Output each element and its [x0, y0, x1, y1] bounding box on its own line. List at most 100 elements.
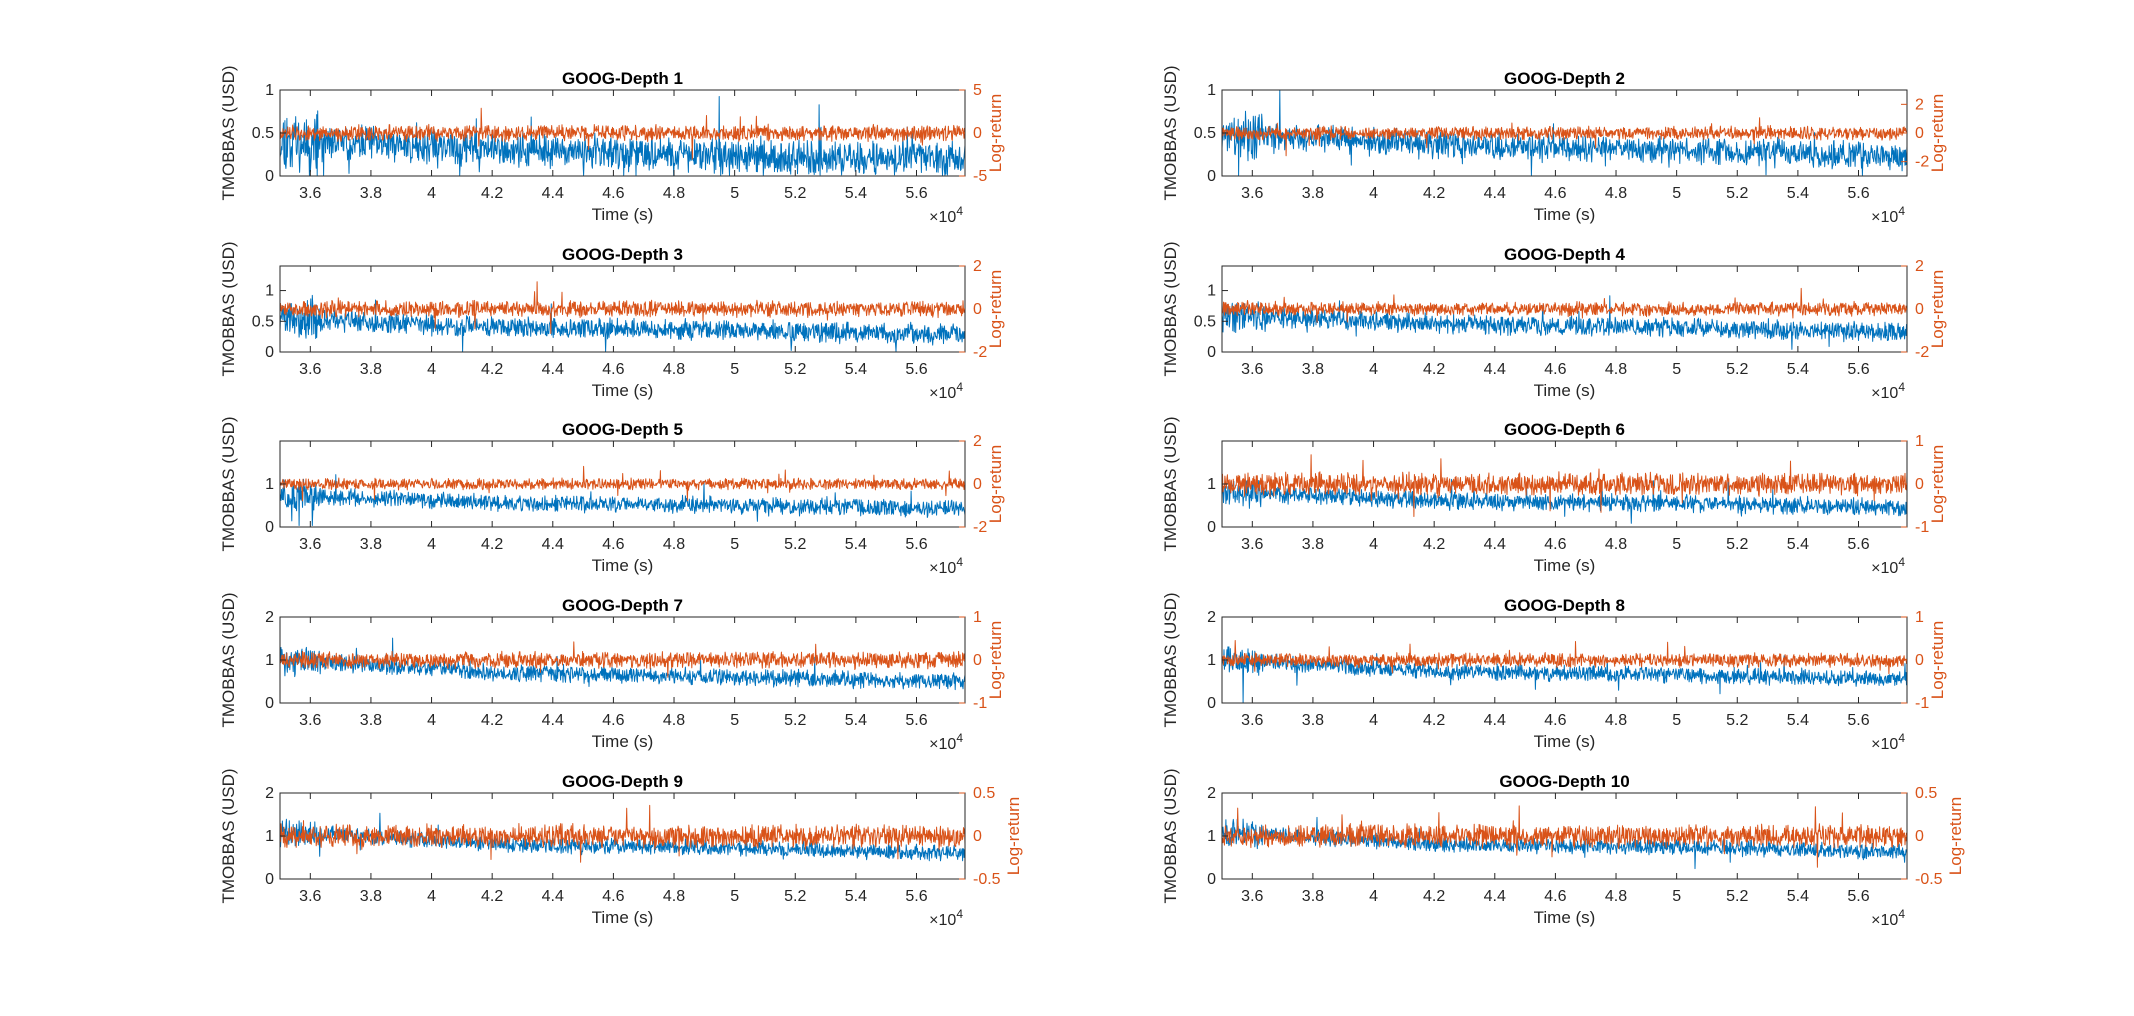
- x-tick-label: 3.8: [1302, 361, 1324, 378]
- x-tick-label: 5.4: [845, 712, 867, 729]
- x-axis-label: Time (s): [592, 205, 654, 224]
- y-right-tick-label: -2: [1915, 344, 1929, 361]
- y-right-tick-label: 0: [1915, 652, 1924, 669]
- x-tick-label: 4.2: [1423, 185, 1445, 202]
- x-tick-label: 4.4: [542, 712, 564, 729]
- y-right-tick-label: 0: [973, 828, 982, 845]
- x-axis-label: Time (s): [1534, 205, 1596, 224]
- y-right-tick-label: 2: [973, 433, 982, 450]
- x-tick-label: 5.6: [1847, 361, 1869, 378]
- x-tick-label: 4: [427, 361, 436, 378]
- y-left-tick-label: 0: [1207, 344, 1216, 361]
- x-tick-label: 4.8: [663, 712, 685, 729]
- x-tick-label: 5: [1672, 536, 1681, 553]
- y-left-tick-label: 1: [1207, 476, 1216, 493]
- x-tick-label: 4.6: [1544, 361, 1566, 378]
- x-tick-label: 4.8: [1605, 536, 1627, 553]
- x-tick-label: 4.8: [663, 888, 685, 905]
- x-tick-label: 4.2: [481, 185, 503, 202]
- y-left-tick-label: 2: [1207, 785, 1216, 802]
- x-tick-label: 5.4: [845, 536, 867, 553]
- subplot-9: 3.6 3.8 4 4.2 4.4 4.6 4.8 5 5.2 5.4 5.6 0 1 2 -0.5 0 0.5…: [219, 768, 1023, 929]
- x-tick-label: 5.2: [1726, 185, 1748, 202]
- subplot-title: GOOG-Depth 10: [1499, 772, 1629, 791]
- x-tick-label: 3.6: [299, 888, 321, 905]
- y-left-tick-label: 1: [1207, 652, 1216, 669]
- x-tick-label: 3.6: [299, 536, 321, 553]
- y-right-axis-label: Log-return: [1928, 270, 1947, 348]
- subplot-5: 3.6 3.8 4 4.2 4.4 4.6 4.8 5 5.2 5.4 5.6 0 1 -2 0 2 GOOG-…: [219, 416, 1005, 577]
- x-tick-label: 5: [730, 361, 739, 378]
- x-tick-label: 3.8: [1302, 712, 1324, 729]
- subplot-title: GOOG-Depth 4: [1504, 245, 1625, 264]
- log-return-series-line: [280, 281, 965, 334]
- x-exponent-label: ×104: [929, 555, 963, 577]
- x-tick-label: 5.6: [905, 712, 927, 729]
- x-tick-label: 4: [427, 536, 436, 553]
- x-exponent-label: ×104: [929, 380, 963, 402]
- log-return-series-line: [280, 641, 965, 678]
- x-tick-label: 4.6: [602, 536, 624, 553]
- x-axis-label: Time (s): [592, 732, 654, 751]
- x-tick-label: 4.8: [1605, 185, 1627, 202]
- x-tick-label: 5.4: [845, 361, 867, 378]
- x-tick-label: 4.8: [1605, 888, 1627, 905]
- x-tick-label: 5.6: [1847, 712, 1869, 729]
- y-left-tick-label: 2: [1207, 609, 1216, 626]
- y-right-axis-label: Log-return: [1928, 621, 1947, 699]
- x-tick-label: 5.6: [1847, 536, 1869, 553]
- x-tick-label: 4.2: [1423, 888, 1445, 905]
- y-right-tick-label: -2: [973, 344, 987, 361]
- x-tick-label: 4.4: [1484, 536, 1506, 553]
- x-tick-label: 4.8: [1605, 361, 1627, 378]
- x-tick-label: 4.2: [1423, 361, 1445, 378]
- subplot-title: GOOG-Depth 7: [562, 596, 683, 615]
- subplot-4: 3.6 3.8 4 4.2 4.4 4.6 4.8 5 5.2 5.4 5.6 0 0.5 1 -2 0 2 GO…: [1161, 241, 1947, 402]
- x-tick-label: 4.6: [602, 185, 624, 202]
- x-tick-label: 5.6: [905, 361, 927, 378]
- x-tick-label: 4.2: [481, 361, 503, 378]
- y-left-tick-label: 0: [265, 871, 274, 888]
- y-right-tick-label: 0: [1915, 301, 1924, 318]
- y-right-axis-label: Log-return: [1928, 445, 1947, 523]
- y-left-tick-label: 1: [265, 828, 274, 845]
- y-right-tick-label: 0: [1915, 828, 1924, 845]
- y-left-axis-label: TMOBBAS (USD): [1161, 768, 1180, 903]
- x-tick-label: 4.6: [1544, 888, 1566, 905]
- log-return-series-line: [1222, 640, 1907, 675]
- x-tick-label: 4: [1369, 712, 1378, 729]
- x-tick-label: 5: [730, 888, 739, 905]
- y-right-tick-label: 0: [973, 125, 982, 142]
- x-tick-label: 3.8: [360, 361, 382, 378]
- x-tick-label: 4.8: [663, 185, 685, 202]
- log-return-series-line: [1222, 805, 1907, 868]
- x-tick-label: 4.4: [542, 536, 564, 553]
- tmobbas-series-line: [280, 474, 965, 526]
- x-tick-label: 4: [1369, 361, 1378, 378]
- x-axis-label: Time (s): [1534, 908, 1596, 927]
- x-tick-label: 5: [1672, 888, 1681, 905]
- x-tick-label: 3.6: [1241, 712, 1263, 729]
- x-tick-label: 4: [427, 888, 436, 905]
- x-exponent-label: ×104: [929, 731, 963, 753]
- subplot-6: 3.6 3.8 4 4.2 4.4 4.6 4.8 5 5.2 5.4 5.6 0 1 -1 0 1 GOOG-…: [1161, 416, 1947, 577]
- tmobbas-series-line: [1222, 646, 1907, 703]
- tmobbas-series-line: [1222, 295, 1907, 350]
- subplot-title: GOOG-Depth 6: [1504, 420, 1625, 439]
- x-axis-label: Time (s): [1534, 732, 1596, 751]
- subplot-title: GOOG-Depth 1: [562, 69, 683, 88]
- x-axis-label: Time (s): [1534, 556, 1596, 575]
- y-right-tick-label: -0.5: [1915, 871, 1943, 888]
- y-left-axis-label: TMOBBAS (USD): [1161, 241, 1180, 376]
- y-left-tick-label: 1: [265, 652, 274, 669]
- y-right-tick-label: 1: [1915, 609, 1924, 626]
- y-right-tick-label: 5: [973, 82, 982, 99]
- x-tick-label: 5.2: [784, 361, 806, 378]
- x-tick-label: 5.2: [1726, 361, 1748, 378]
- y-right-tick-label: 0.5: [973, 785, 995, 802]
- x-tick-label: 5: [1672, 185, 1681, 202]
- y-right-tick-label: -2: [973, 519, 987, 536]
- subplot-title: GOOG-Depth 3: [562, 245, 683, 264]
- x-exponent-label: ×104: [929, 204, 963, 226]
- y-right-tick-label: 1: [973, 609, 982, 626]
